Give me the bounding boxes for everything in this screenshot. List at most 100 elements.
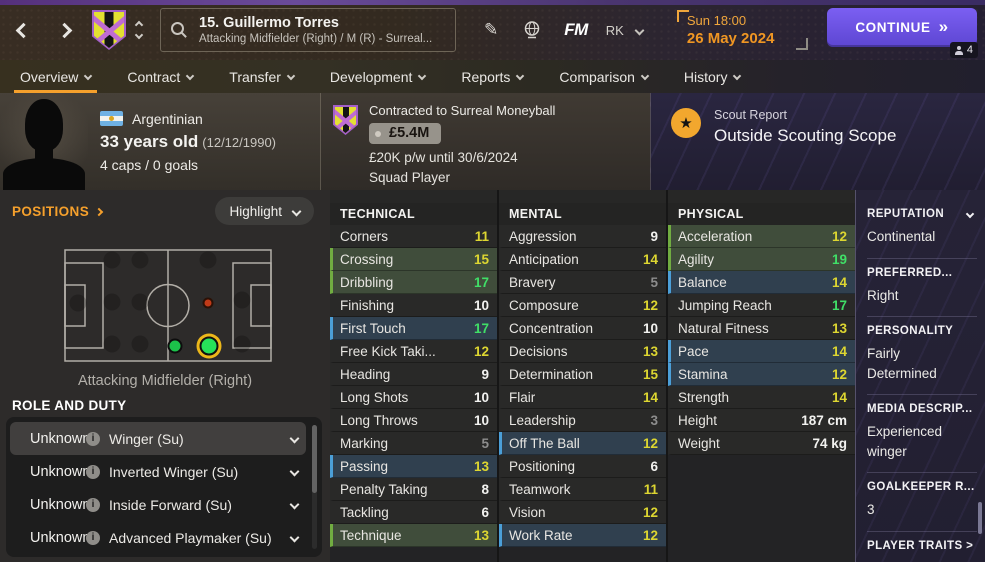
- attr-row: Pace 14: [668, 340, 855, 363]
- attr-row: Vision 12: [499, 501, 666, 524]
- attr-label: Positioning: [509, 458, 576, 474]
- attr-label: Corners: [340, 228, 389, 244]
- tab-label: Overview: [20, 68, 79, 85]
- sidebar-value: Experienced winger: [867, 424, 943, 459]
- club-badge-icon: [333, 105, 358, 135]
- edit-icon[interactable]: ✎: [484, 20, 499, 39]
- chevron-down-icon[interactable]: [289, 532, 300, 543]
- attr-value: 13: [473, 527, 489, 543]
- role-list: Unknown i Winger (Su) Unknown i Inverted Wing…: [10, 422, 306, 554]
- sidebar-section-reputation: REPUTATION Continental: [867, 200, 977, 259]
- attr-value: 14: [642, 389, 658, 405]
- role-row[interactable]: Unknown i Advanced Playmaker (Su): [10, 521, 306, 554]
- player-search-box[interactable]: 15. Guillermo Torres Attacking Midfielde…: [160, 8, 456, 52]
- tab-transfer[interactable]: Transfer: [229, 60, 296, 93]
- attr-value: 17: [831, 297, 847, 313]
- inbox-count: 4: [966, 44, 973, 56]
- attr-label: Work Rate: [509, 527, 573, 543]
- tab-comparison[interactable]: Comparison: [559, 60, 650, 93]
- attr-label: Dribbling: [340, 274, 394, 290]
- chevron-down-icon: [640, 71, 650, 80]
- attr-row: Passing 13: [330, 455, 497, 478]
- attr-label: Long Throws: [340, 412, 418, 428]
- attr-value: 10: [473, 389, 489, 405]
- attr-label: Passing: [340, 458, 389, 474]
- attr-label: Free Kick Taki...: [340, 343, 436, 359]
- attr-row: Finishing 10: [330, 294, 497, 317]
- attr-value: 11: [643, 481, 658, 497]
- player-summary-bar: Argentinian 33 years old (12/12/1990) 4 c…: [0, 93, 985, 190]
- search-icon: [171, 22, 187, 38]
- attr-label: Weight: [678, 435, 720, 451]
- attr-row: Stamina 12: [668, 363, 855, 386]
- info-icon: i: [86, 431, 100, 446]
- tab-overview[interactable]: Overview: [13, 60, 98, 93]
- attr-value: 13: [473, 458, 489, 474]
- role-name-wrap: i Advanced Playmaker (Su): [86, 530, 272, 546]
- chevron-down-icon[interactable]: [634, 25, 645, 35]
- role-row[interactable]: Unknown i Winger (Su): [10, 422, 306, 455]
- attr-value: 12: [642, 435, 658, 451]
- wage: £20K p/w until 30/6/2024: [369, 150, 518, 165]
- sidebar-heading: MEDIA DESCRIP...: [867, 403, 973, 416]
- player-name: 15. Guillermo Torres: [199, 15, 339, 31]
- manager-initials[interactable]: RK: [605, 22, 624, 38]
- attr-row: Aggression 9: [499, 225, 666, 248]
- attr-value: 10: [642, 320, 658, 336]
- forward-icon[interactable]: [56, 22, 73, 38]
- sidebar-value: Right: [867, 287, 899, 303]
- squad-status: Squad Player: [369, 170, 451, 185]
- chevron-down-icon[interactable]: [965, 209, 975, 219]
- attr-group-mental: MENTAL Aggression 9 Anticipation 14 Bravery 5 C…: [499, 190, 666, 562]
- scrollbar[interactable]: [312, 425, 317, 549]
- role-status: Unknown: [30, 529, 91, 546]
- role-duty-heading: ROLE AND DUTY: [12, 398, 127, 413]
- player-switcher[interactable]: [134, 20, 144, 40]
- world-icon[interactable]: [522, 20, 542, 40]
- attr-label: Flair: [509, 389, 536, 405]
- attr-value: 14: [831, 274, 847, 290]
- attr-value: 17: [473, 274, 489, 290]
- attr-row: Strength 14: [668, 386, 855, 409]
- scrollbar-thumb[interactable]: [312, 425, 317, 493]
- game-date-value: 26 May 2024: [686, 30, 775, 47]
- chevron-up-icon[interactable]: [134, 20, 144, 30]
- role-row[interactable]: Unknown i Inverted Winger (Su): [10, 455, 306, 488]
- chevron-right-icon: [94, 207, 104, 216]
- transfer-value-badge[interactable]: £5.4M: [369, 123, 442, 144]
- attr-label: Marking: [340, 435, 389, 451]
- sidebar-section-goalkeeper-r: GOALKEEPER R... 3: [867, 473, 977, 532]
- attr-row: Teamwork 11: [499, 478, 666, 501]
- role-name: Winger (Su): [109, 430, 184, 447]
- role-row[interactable]: Unknown i Inside Forward (Su): [10, 488, 306, 521]
- attr-value: 19: [831, 251, 847, 267]
- continue-label: CONTINUE: [855, 20, 931, 35]
- continue-button[interactable]: CONTINUE »: [827, 8, 977, 47]
- highlight-dropdown[interactable]: Highlight: [215, 197, 314, 225]
- attr-row: First Touch 17: [330, 317, 497, 340]
- tab-reports[interactable]: Reports: [461, 60, 525, 93]
- attr-value: 5: [481, 435, 489, 451]
- attr-row: Concentration 10: [499, 317, 666, 340]
- positions-panel: POSITIONS Highlight: [0, 190, 330, 562]
- attr-label: Bravery: [509, 274, 556, 290]
- tab-history[interactable]: History: [684, 60, 742, 93]
- back-icon[interactable]: [15, 22, 32, 38]
- attr-label: Off The Ball: [509, 435, 580, 451]
- scrollbar[interactable]: [978, 502, 982, 534]
- attr-value: 8: [481, 481, 489, 497]
- chevron-down-icon[interactable]: [134, 30, 144, 40]
- sidebar-section-player-traits: PLAYER TRAITS > Runs With Ball Down Right: [867, 532, 977, 562]
- attr-label: Crossing: [340, 251, 394, 267]
- tab-development[interactable]: Development: [330, 60, 427, 93]
- positions-heading[interactable]: POSITIONS: [12, 204, 104, 219]
- attr-label: Natural Fitness: [678, 320, 769, 336]
- club-badge-icon[interactable]: [92, 10, 126, 50]
- tab-contract[interactable]: Contract: [127, 60, 195, 93]
- attr-row: Jumping Reach 17: [668, 294, 855, 317]
- chevron-down-icon[interactable]: [289, 499, 300, 510]
- chevron-down-icon[interactable]: [289, 466, 300, 477]
- chevron-down-icon[interactable]: [289, 433, 300, 444]
- sidebar-value: Continental: [867, 229, 936, 244]
- attr-label: First Touch: [340, 320, 406, 336]
